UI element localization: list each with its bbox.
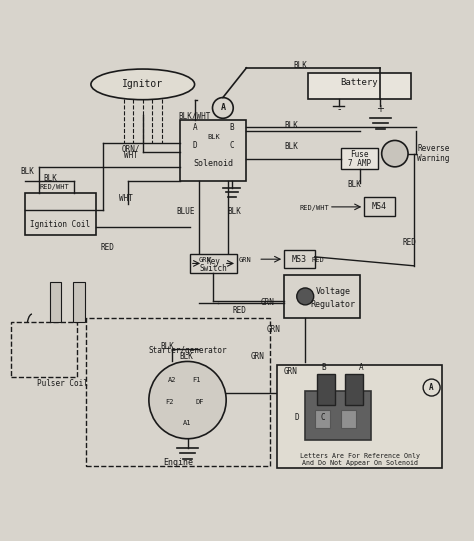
Bar xyxy=(341,411,356,428)
Text: Battery: Battery xyxy=(341,78,378,88)
Text: Pulser Coil: Pulser Coil xyxy=(37,379,88,388)
Circle shape xyxy=(149,361,226,439)
Bar xyxy=(284,275,359,318)
Text: B: B xyxy=(321,362,326,372)
Bar xyxy=(284,250,315,268)
Text: GRN: GRN xyxy=(199,257,211,263)
Bar xyxy=(50,282,61,322)
Text: D: D xyxy=(192,141,197,150)
Bar xyxy=(190,254,237,273)
Text: Solenoid: Solenoid xyxy=(193,159,233,168)
Text: +: + xyxy=(376,104,384,114)
Text: C: C xyxy=(321,413,326,422)
Bar xyxy=(341,148,378,169)
Text: B: B xyxy=(229,123,234,131)
Bar xyxy=(181,120,246,181)
Text: BLK: BLK xyxy=(207,134,220,140)
Text: Letters Are For Reference Only: Letters Are For Reference Only xyxy=(300,453,419,459)
Bar xyxy=(73,282,85,322)
Text: RED: RED xyxy=(232,306,246,314)
Text: 7 AMP: 7 AMP xyxy=(348,159,371,168)
Text: RED/WHT: RED/WHT xyxy=(39,183,69,190)
Text: GRN: GRN xyxy=(283,367,297,377)
Text: BLK: BLK xyxy=(284,142,298,151)
Text: Voltage: Voltage xyxy=(316,287,351,296)
Text: RED: RED xyxy=(312,257,324,263)
Text: Key: Key xyxy=(207,256,220,266)
Text: A: A xyxy=(192,123,197,131)
Text: BLK: BLK xyxy=(44,174,58,183)
Text: D: D xyxy=(294,413,299,422)
Text: A2: A2 xyxy=(168,377,176,383)
Bar xyxy=(25,193,96,235)
Bar xyxy=(317,374,335,405)
Text: MS3: MS3 xyxy=(292,255,307,263)
Circle shape xyxy=(297,288,314,305)
Text: BLK: BLK xyxy=(20,167,34,176)
Text: A: A xyxy=(220,103,225,113)
Text: Warning: Warning xyxy=(418,154,450,163)
Text: BLK: BLK xyxy=(294,61,308,70)
Text: BLUE: BLUE xyxy=(177,207,195,216)
Bar xyxy=(305,391,371,440)
Text: Regulator: Regulator xyxy=(310,300,356,308)
Text: A: A xyxy=(359,362,363,372)
Text: BLK: BLK xyxy=(179,352,193,361)
Bar xyxy=(308,72,411,98)
Text: GRN: GRN xyxy=(250,352,264,361)
Bar xyxy=(277,365,442,469)
Text: GRN: GRN xyxy=(267,325,281,334)
Text: BLK: BLK xyxy=(347,180,361,189)
Text: And Do Not Appear On Solenoid: And Do Not Appear On Solenoid xyxy=(301,460,418,466)
Text: -: - xyxy=(337,104,340,114)
Text: F2: F2 xyxy=(165,399,174,405)
Text: Ignitor: Ignitor xyxy=(122,80,164,89)
Text: GRN: GRN xyxy=(261,298,274,307)
Bar xyxy=(346,374,363,405)
Text: RED: RED xyxy=(402,237,416,247)
Text: DF: DF xyxy=(195,399,203,405)
Text: Ignition Coil: Ignition Coil xyxy=(30,220,91,229)
Bar xyxy=(86,318,270,466)
Text: WHT: WHT xyxy=(119,194,133,203)
Text: ORN/: ORN/ xyxy=(122,144,140,154)
Circle shape xyxy=(382,141,408,167)
Text: C: C xyxy=(229,141,234,150)
Text: Starter/generator: Starter/generator xyxy=(148,346,227,355)
Bar xyxy=(364,197,395,216)
Text: Fuse: Fuse xyxy=(350,150,369,159)
Bar xyxy=(11,322,77,377)
Bar xyxy=(315,411,330,428)
Text: RED: RED xyxy=(100,243,114,253)
Text: BLK: BLK xyxy=(228,207,242,216)
Text: BLK/WHT: BLK/WHT xyxy=(178,111,210,121)
Text: Reverse: Reverse xyxy=(418,144,450,154)
Text: WHT: WHT xyxy=(124,150,138,160)
Text: A1: A1 xyxy=(183,420,192,426)
Text: Switch: Switch xyxy=(200,263,228,273)
Text: F1: F1 xyxy=(193,377,201,383)
Text: GRN: GRN xyxy=(239,257,252,263)
Text: BLK: BLK xyxy=(284,121,298,130)
Text: Engine: Engine xyxy=(163,458,193,467)
Text: MS4: MS4 xyxy=(372,202,387,212)
Text: A: A xyxy=(429,383,434,392)
Text: RED/WHT: RED/WHT xyxy=(300,205,329,212)
Ellipse shape xyxy=(91,69,195,100)
Text: BLK: BLK xyxy=(161,342,174,351)
